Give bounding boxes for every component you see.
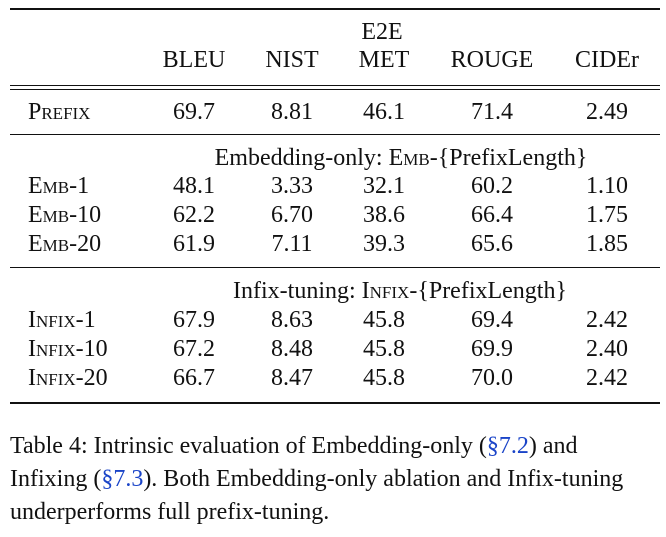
cell-infix-10-bleu: 67.2	[173, 336, 215, 362]
section-title-emb-suffix: -{PrefixLength}	[429, 145, 588, 171]
cell-emb-1-rouge: 60.2	[471, 173, 513, 199]
caption-text-3: ). Both Embedding-only ablation and Infi…	[10, 466, 624, 525]
cell-emb-20-bleu: 61.9	[173, 231, 215, 257]
group-header-e2e: E2E	[361, 19, 403, 45]
cell-emb-1-nist: 3.33	[271, 173, 313, 199]
section-title-emb-text: Embedding-only:	[214, 145, 389, 171]
cell-infix-20-bleu: 66.7	[173, 365, 215, 391]
cell-emb-1-met: 32.1	[363, 173, 405, 199]
cell-infix-1-rouge: 69.4	[471, 307, 513, 333]
cell-prefix-cider: 2.49	[586, 99, 628, 125]
cell-emb-10-cider: 1.75	[586, 202, 628, 228]
row-label-prefix: Prefix	[28, 99, 91, 125]
caption-ref-section-7-2[interactable]: §7.2	[486, 433, 529, 459]
section-title-emb: Embedding-only: Emb-{PrefixLength}	[215, 144, 588, 172]
section-rule-emb	[10, 134, 660, 135]
row-label-infix-10: Infix-10	[28, 336, 108, 362]
cell-infix-20-rouge: 70.0	[471, 365, 513, 391]
row-label-emb-20: Emb-20	[28, 231, 102, 257]
cell-infix-1-bleu: 67.9	[173, 307, 215, 333]
section-title-infix: Infix-tuning: Infix-{PrefixLength}	[233, 277, 567, 305]
caption-text-2: ) and Infixing (	[10, 433, 578, 492]
row-label-emb-1: Emb-1	[28, 173, 90, 199]
bottom-rule	[10, 402, 660, 404]
section-title-emb-sc: Emb	[388, 145, 430, 171]
cell-emb-20-rouge: 65.6	[471, 231, 513, 257]
header-rule-2	[10, 89, 660, 90]
col-header-cider: CIDEr	[575, 47, 639, 73]
cell-infix-10-nist: 8.48	[271, 336, 313, 362]
header-rule	[10, 85, 660, 86]
cell-emb-20-cider: 1.85	[586, 231, 628, 257]
cell-infix-20-nist: 8.47	[271, 365, 313, 391]
caption-ref-section-7-3[interactable]: §7.3	[101, 466, 144, 492]
cell-infix-10-cider: 2.40	[586, 336, 628, 362]
top-rule	[10, 8, 660, 10]
row-label-emb-10: Emb-10	[28, 202, 102, 228]
cell-prefix-nist: 8.81	[271, 99, 313, 125]
cell-emb-10-nist: 6.70	[271, 202, 313, 228]
row-label-infix-20: Infix-20	[28, 365, 108, 391]
cell-infix-1-cider: 2.42	[586, 307, 628, 333]
section-title-infix-suffix: -{PrefixLength}	[409, 278, 567, 304]
col-header-rouge: ROUGE	[450, 47, 534, 73]
cell-emb-10-rouge: 66.4	[471, 202, 513, 228]
cell-infix-20-cider: 2.42	[586, 365, 628, 391]
cell-emb-1-bleu: 48.1	[173, 173, 215, 199]
cell-emb-10-bleu: 62.2	[173, 202, 215, 228]
row-label-infix-1: Infix-1	[28, 307, 96, 333]
cell-emb-10-met: 38.6	[363, 202, 405, 228]
cell-infix-10-rouge: 69.9	[471, 336, 513, 362]
cell-emb-1-cider: 1.10	[586, 173, 628, 199]
col-header-nist: NIST	[265, 47, 319, 73]
section-title-infix-text: Infix-tuning:	[233, 278, 362, 304]
cell-emb-20-nist: 7.11	[271, 231, 313, 257]
caption-text-1: Table 4: Intrinsic evaluation of Embeddi…	[10, 433, 487, 459]
cell-prefix-rouge: 71.4	[471, 99, 513, 125]
cell-infix-1-nist: 8.63	[271, 307, 313, 333]
table-caption: Table 4: Intrinsic evaluation of Embeddi…	[10, 430, 660, 529]
cell-infix-1-met: 45.8	[363, 307, 405, 333]
section-title-infix-sc: Infix	[361, 278, 410, 304]
cell-emb-20-met: 39.3	[363, 231, 405, 257]
section-rule-infix	[10, 267, 660, 268]
col-header-met: MET	[358, 47, 410, 73]
cell-prefix-bleu: 69.7	[173, 99, 215, 125]
cell-prefix-met: 46.1	[363, 99, 405, 125]
cell-infix-20-met: 45.8	[363, 365, 405, 391]
cell-infix-10-met: 45.8	[363, 336, 405, 362]
col-header-bleu: BLEU	[162, 47, 226, 73]
